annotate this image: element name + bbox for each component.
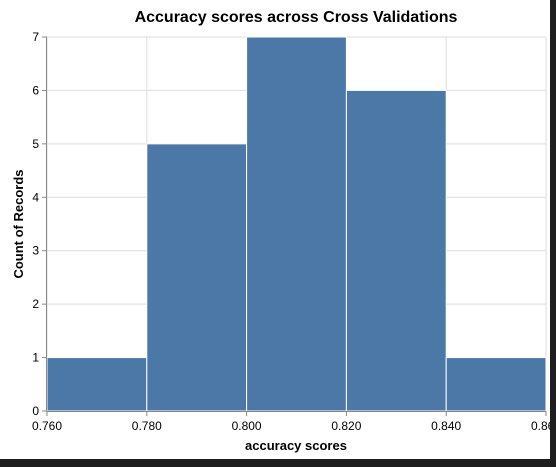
histogram-bar — [46, 357, 148, 412]
x-tick-label: 0.860 — [531, 419, 550, 433]
axes: 0.760 0.780 0.800 0.820 0.840 0.860 0 1 2 3 4 5 6 7 — [32, 30, 550, 433]
x-tick-label: 0.800 — [232, 419, 262, 433]
y-tick-label: 0 — [32, 404, 39, 418]
x-axis-title: accuracy scores — [245, 438, 347, 453]
y-tick-label: 5 — [32, 137, 39, 151]
y-tick-label: 6 — [32, 83, 39, 97]
histogram-bar — [246, 36, 347, 412]
x-tick-label: 0.840 — [431, 419, 461, 433]
histogram-bar — [345, 89, 447, 412]
histogram-bar — [146, 143, 248, 412]
y-axis-title: Count of Records — [11, 169, 26, 278]
chart-title: Accuracy scores across Cross Validations — [135, 9, 458, 26]
histogram-bar — [445, 357, 547, 412]
x-tick-label: 0.760 — [32, 419, 62, 433]
chart-panel: Accuracy scores across Cross Validations… — [0, 0, 550, 459]
y-tick-label: 1 — [32, 351, 39, 365]
y-tick-label: 2 — [32, 297, 39, 311]
y-tick-label: 7 — [32, 30, 39, 44]
y-tick-label: 3 — [32, 244, 39, 258]
bars — [46, 36, 547, 412]
histogram-chart: Accuracy scores across Cross Validations… — [11, 9, 550, 453]
y-tick-label: 4 — [32, 190, 39, 204]
x-tick-label: 0.820 — [331, 419, 361, 433]
x-tick-label: 0.780 — [132, 419, 162, 433]
